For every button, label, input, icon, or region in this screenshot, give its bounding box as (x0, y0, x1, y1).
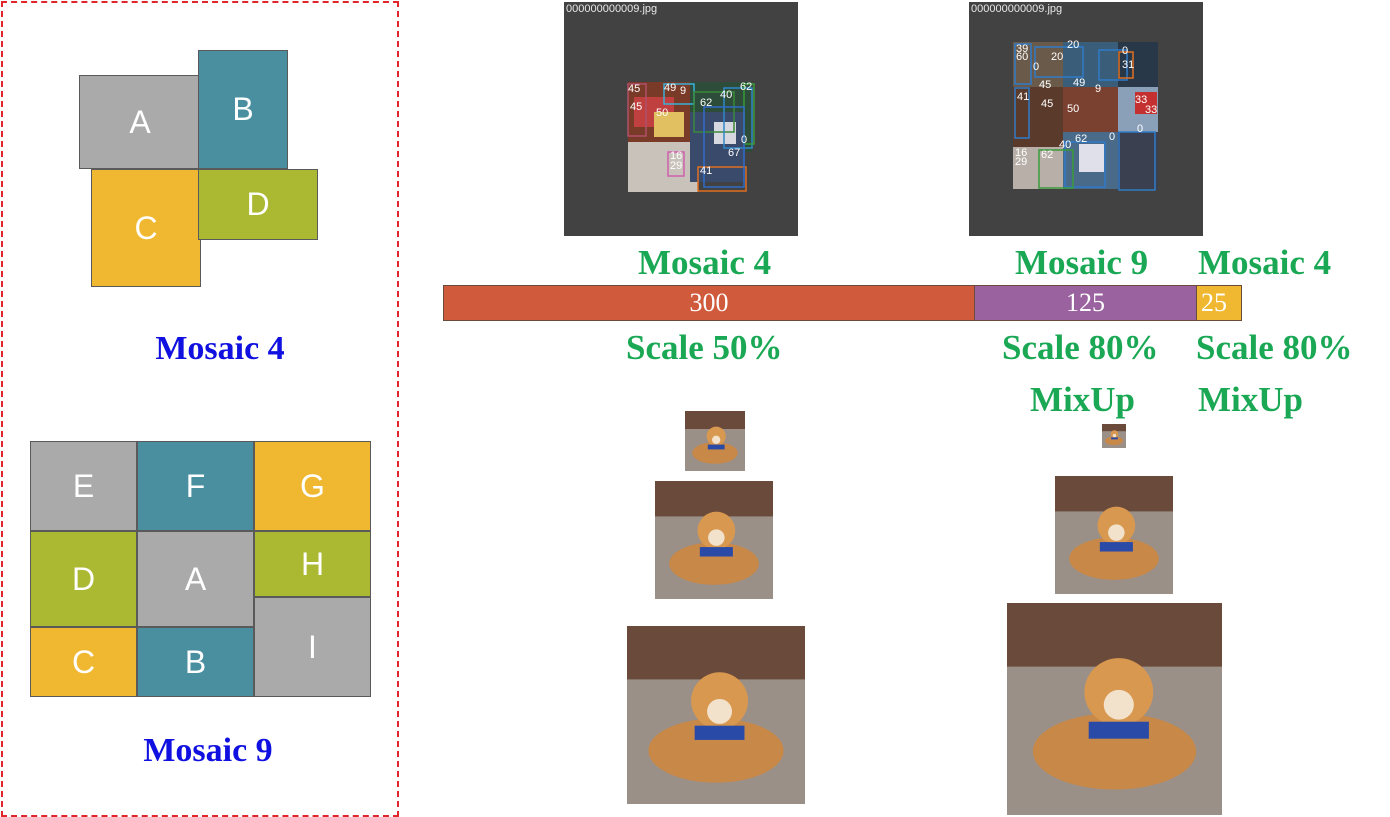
dog-image-xlarge (1007, 603, 1222, 815)
mosaic9-tile-e: E (30, 441, 137, 531)
svg-text:31: 31 (1122, 59, 1134, 71)
stage2-top-label: Mosaic 9 (1015, 243, 1148, 283)
svg-text:49: 49 (1073, 77, 1085, 89)
svg-text:9: 9 (1095, 83, 1101, 95)
mosaic9-tile-c: C (30, 627, 137, 697)
svg-text:9: 9 (680, 85, 686, 97)
stage2-scale-label: Scale 80% (1002, 328, 1159, 368)
preview-filename: 000000000009.jpg (971, 3, 1062, 15)
svg-text:45: 45 (628, 83, 640, 95)
dog-image-tiny (1102, 424, 1126, 448)
stage2-mixup-label: MixUp (1030, 380, 1135, 420)
dog-image-small (685, 411, 745, 471)
svg-text:62: 62 (700, 97, 712, 109)
mosaic9-tile-a: A (137, 531, 254, 627)
mosaic4-title: Mosaic 4 (100, 330, 340, 368)
svg-text:0: 0 (1122, 45, 1128, 57)
mosaic4-tile-d: D (198, 169, 318, 240)
mosaic4-tile-c: C (91, 169, 201, 287)
mosaic9-tile-d: D (30, 531, 137, 627)
dog-image-medium (1055, 476, 1173, 594)
mosaic9-title: Mosaic 9 (88, 732, 328, 770)
svg-text:41: 41 (700, 165, 712, 177)
mosaic4-tile-a: A (79, 75, 201, 169)
mosaic9-tile-i: I (254, 597, 371, 697)
stage1-top-label: Mosaic 4 (638, 243, 771, 283)
mosaic9-preview-image: 000000000009.jpg 39 60 20 20 0 0 31 45 49 9 33 3… (969, 2, 1203, 236)
stage2-epoch-bar: 125 (974, 285, 1197, 321)
svg-text:41: 41 (1017, 91, 1029, 103)
preview-filename: 000000000009.jpg (566, 3, 657, 15)
mosaic4-preview-image: 000000000009.jpg 45 49 9 62 40 45 50 62 0 16 29… (564, 2, 798, 236)
svg-text:20: 20 (1051, 51, 1063, 63)
mosaic9-tile-h: H (254, 531, 371, 597)
dog-image-medium (655, 481, 773, 599)
svg-text:62: 62 (1075, 133, 1087, 145)
mosaic9-tile-b: B (137, 627, 254, 697)
svg-text:40: 40 (1059, 139, 1071, 151)
svg-text:29: 29 (1015, 156, 1027, 168)
svg-text:45: 45 (1039, 79, 1051, 91)
svg-text:20: 20 (1067, 39, 1079, 51)
mosaic9-tile-f: F (137, 441, 254, 531)
svg-text:29: 29 (670, 160, 682, 172)
svg-text:45: 45 (1041, 98, 1053, 110)
svg-text:0: 0 (741, 134, 747, 146)
svg-text:50: 50 (656, 107, 668, 119)
svg-text:60: 60 (1016, 51, 1028, 63)
svg-text:49: 49 (664, 82, 676, 94)
svg-text:45: 45 (630, 101, 642, 113)
mosaic4-tile-b: B (198, 50, 288, 169)
stage3-scale-label: Scale 80% (1196, 328, 1353, 368)
dog-image-large (627, 626, 805, 804)
stage3-mixup-label: MixUp (1198, 380, 1303, 420)
svg-text:40: 40 (720, 89, 732, 101)
svg-text:62: 62 (740, 81, 752, 93)
svg-text:50: 50 (1067, 103, 1079, 115)
stage1-epoch-bar: 300 (443, 285, 975, 321)
svg-text:62: 62 (1041, 149, 1053, 161)
stage1-scale-label: Scale 50% (626, 328, 783, 368)
svg-text:0: 0 (1033, 61, 1039, 73)
svg-text:33: 33 (1145, 104, 1157, 116)
mosaic9-tile-g: G (254, 441, 371, 531)
svg-text:0: 0 (1109, 131, 1115, 143)
svg-text:0: 0 (1137, 123, 1143, 135)
stage3-top-label: Mosaic 4 (1198, 243, 1331, 283)
svg-text:67: 67 (728, 147, 740, 159)
stage3-epoch-bar: 25 (1196, 285, 1242, 321)
